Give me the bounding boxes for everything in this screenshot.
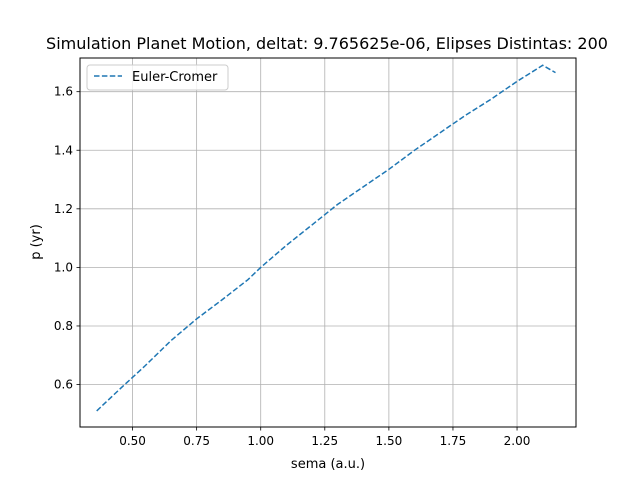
y-tick-label: 1.2 <box>54 202 73 216</box>
grid-lines <box>80 58 576 427</box>
x-tick-label: 1.00 <box>247 434 274 448</box>
y-tick-label: 0.8 <box>54 319 73 333</box>
legend-label: Euler-Cromer <box>132 70 218 85</box>
x-tick-label: 2.00 <box>504 434 531 448</box>
y-tick-label: 1.0 <box>54 260 73 274</box>
y-tick-label: 0.6 <box>54 378 73 392</box>
legend: Euler-Cromer <box>86 64 229 91</box>
y-tick-label: 1.4 <box>54 143 73 157</box>
x-tick-label: 1.75 <box>440 434 467 448</box>
x-tick-label: 0.75 <box>183 434 210 448</box>
plot-frame <box>79 57 577 428</box>
y-axis-ticks: 0.6 0.8 1.0 1.2 1.4 1.6 <box>54 85 80 392</box>
y-axis-label: p (yr) <box>29 224 44 260</box>
x-tick-label: 1.50 <box>376 434 403 448</box>
x-axis-label: sema (a.u.) <box>291 457 365 472</box>
x-axis-ticks: 0.50 0.75 1.00 1.25 1.50 1.75 2.00 <box>119 427 530 448</box>
x-tick-label: 1.25 <box>311 434 338 448</box>
series-line-euler-cromer <box>96 64 556 412</box>
x-tick-label: 0.50 <box>119 434 146 448</box>
chart-title: Simulation Planet Motion, deltat: 9.7656… <box>46 34 608 53</box>
series-layer <box>96 64 556 412</box>
y-tick-label: 1.6 <box>54 85 73 99</box>
legend-box <box>86 64 229 91</box>
